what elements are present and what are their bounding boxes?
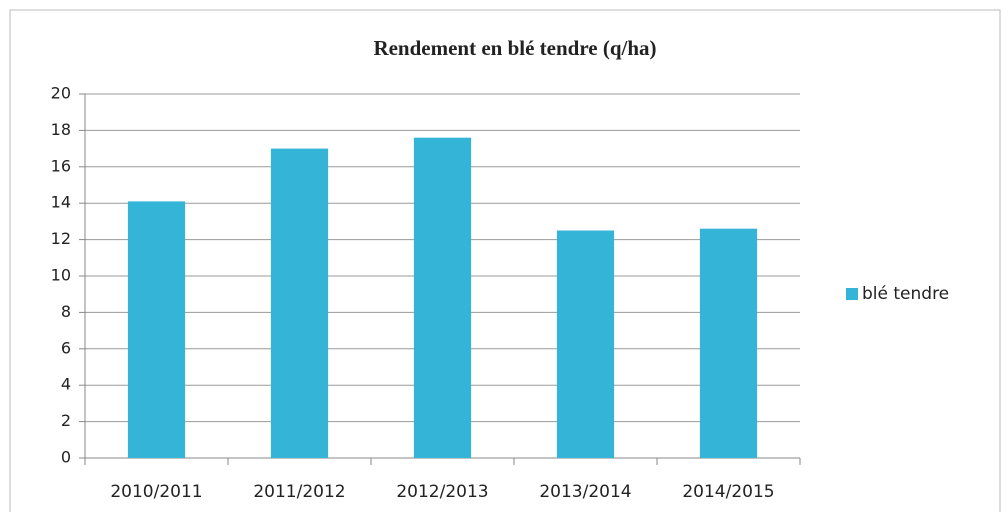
bar bbox=[270, 148, 329, 458]
x-tick-label: 2011/2012 bbox=[253, 482, 345, 502]
x-tick-label: 2014/2015 bbox=[682, 482, 774, 502]
y-tick-label: 14 bbox=[51, 193, 71, 212]
bar bbox=[413, 137, 472, 458]
y-tick-label: 4 bbox=[61, 375, 71, 394]
y-tick-label: 0 bbox=[61, 448, 71, 467]
x-tick-label: 2012/2013 bbox=[396, 482, 488, 502]
bar bbox=[556, 230, 615, 458]
y-tick-label: 18 bbox=[51, 120, 71, 139]
chart-title: Rendement en blé tendre (q/ha) bbox=[373, 36, 656, 60]
legend-label: blé tendre bbox=[862, 284, 949, 304]
y-tick-label: 20 bbox=[51, 84, 71, 103]
x-tick-label: 2013/2014 bbox=[539, 482, 631, 502]
legend-swatch bbox=[846, 288, 858, 300]
y-tick-label: 12 bbox=[51, 229, 71, 248]
y-tick-label: 2 bbox=[61, 411, 71, 430]
y-tick-label: 6 bbox=[61, 338, 71, 357]
x-tick-label: 2010/2011 bbox=[110, 482, 202, 502]
bar bbox=[699, 228, 758, 458]
y-tick-label: 16 bbox=[51, 156, 71, 175]
y-tick-label: 8 bbox=[61, 302, 71, 321]
y-tick-label: 10 bbox=[51, 266, 71, 285]
bar bbox=[127, 201, 186, 458]
